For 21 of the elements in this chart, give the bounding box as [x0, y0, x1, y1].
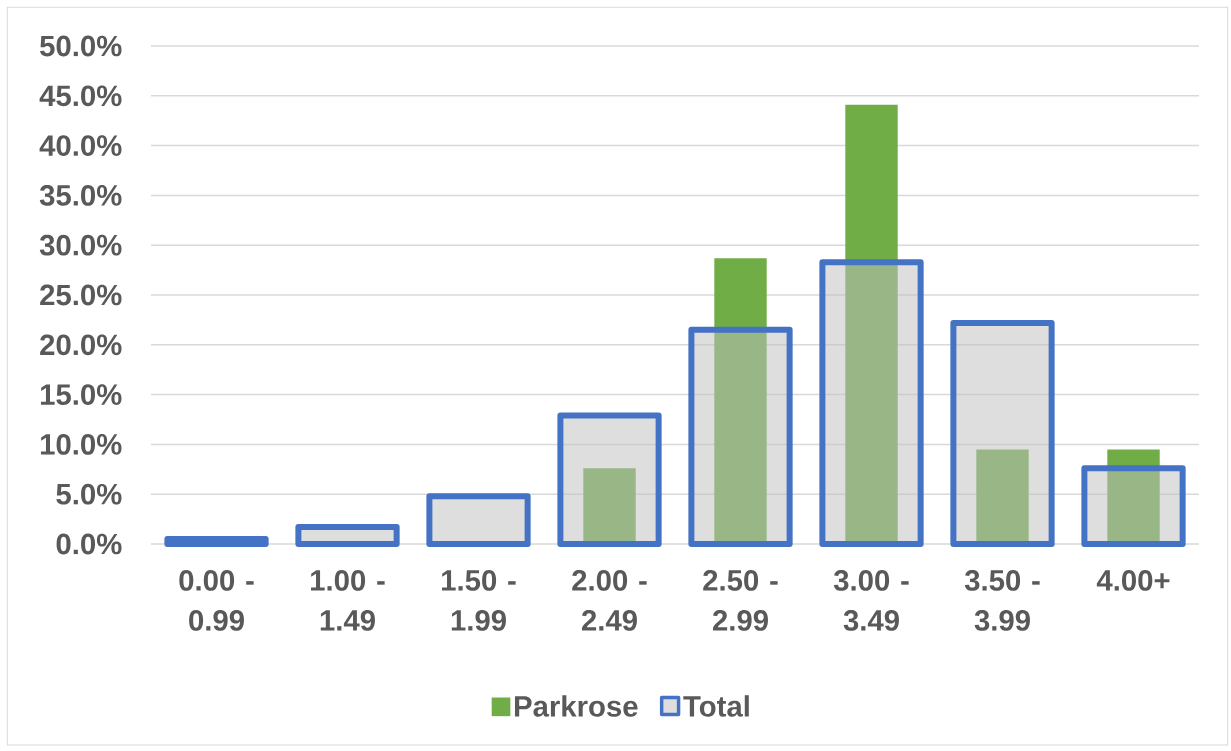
y-tick-label: 45.0% — [39, 85, 122, 107]
y-tick-label: 0.0% — [56, 533, 122, 555]
x-tick-label: 3.00 - 3.49 — [833, 570, 909, 631]
y-tick-label: 50.0% — [40, 35, 122, 57]
y-tick-label: 40.0% — [39, 135, 122, 156]
y-tick-label: 30.0% — [39, 234, 122, 256]
y-tick-label: 25.0% — [40, 284, 122, 306]
x-tick-label: 2.50 - 2.99 — [703, 570, 778, 631]
legend-label: Parkrose — [514, 695, 638, 717]
y-tick-label: 35.0% — [39, 184, 122, 206]
x-tick-label: 2.00 - 2.49 — [572, 570, 647, 631]
y-tick-label: 15.0% — [40, 384, 122, 405]
x-tick-label: 3.50 - 3.99 — [964, 570, 1040, 631]
y-tick-label: 5.0% — [56, 483, 122, 505]
x-tick-label: 4.00+ — [1096, 570, 1170, 591]
x-tick-label: 1.00 - 1.49 — [311, 570, 385, 631]
legend-label: Total — [683, 695, 749, 717]
x-tick-label: 1.50 - 1.99 — [442, 570, 516, 631]
y-tick-label: 20.0% — [40, 334, 122, 356]
y-tick-label: 10.0% — [40, 434, 122, 455]
x-tick-label: 0.00 - 0.99 — [179, 570, 254, 631]
